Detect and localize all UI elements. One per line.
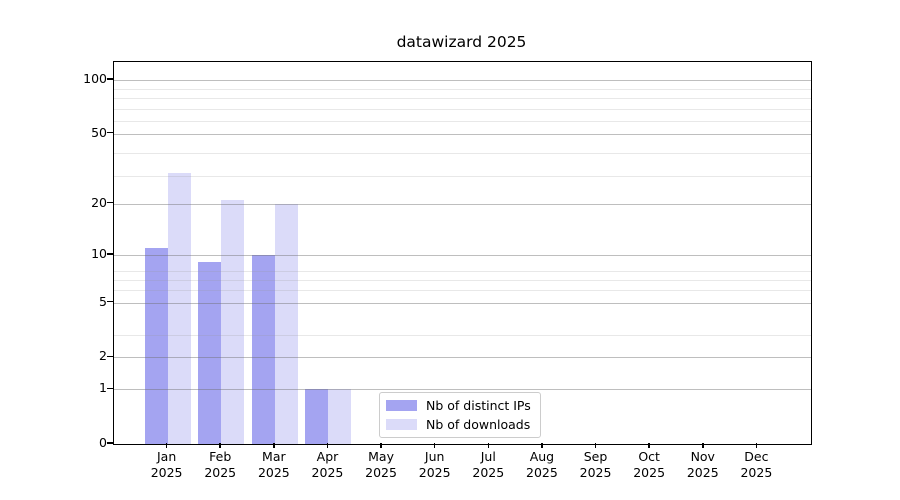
minor-gridline [114, 108, 811, 110]
x-tick-label-jun: Jun 2025 [418, 449, 451, 480]
y-tick-mark [107, 201, 113, 204]
major-gridline [114, 357, 811, 359]
x-tick-mark [165, 443, 168, 448]
bar-distinct-ips-mar [251, 254, 275, 444]
y-tick-mark [107, 253, 113, 255]
minor-gridline [114, 175, 811, 177]
y-tick-label-50: 50 [91, 124, 107, 140]
major-gridline [114, 254, 811, 256]
bar-distinct-ips-feb [198, 262, 222, 444]
y-tick-mark [107, 355, 113, 358]
minor-gridline [114, 290, 811, 292]
x-tick-mark [380, 443, 382, 448]
minor-gridline [114, 270, 811, 272]
x-tick-label-sep: Sep 2025 [579, 449, 612, 480]
minor-gridline [114, 98, 811, 100]
x-tick-mark [433, 443, 436, 448]
x-tick-label-may: May 2025 [365, 449, 397, 480]
major-gridline [114, 79, 811, 81]
minor-gridline [114, 279, 811, 281]
major-gridline [114, 133, 811, 135]
legend: Nb of distinct IPs Nb of downloads [379, 392, 541, 438]
legend-swatch-downloads [386, 419, 417, 430]
y-tick-label-20: 20 [91, 194, 107, 210]
y-tick-label-10: 10 [91, 245, 107, 261]
x-tick-label-jan: Jan 2025 [150, 449, 183, 480]
y-tick-label-100: 100 [83, 70, 107, 86]
x-tick-mark [541, 443, 543, 448]
major-gridline [114, 389, 811, 391]
minor-gridline [114, 152, 811, 154]
x-tick-label-mar: Mar 2025 [257, 449, 290, 480]
major-gridline [114, 203, 811, 205]
chart-title: datawizard 2025 [396, 33, 527, 51]
y-tick-mark [107, 442, 113, 444]
y-tick-label-0: 0 [99, 435, 107, 450]
legend-item-downloads: Nb of downloads [386, 417, 531, 432]
x-tick-mark [755, 443, 758, 448]
x-tick-label-aug: Aug 2025 [526, 449, 558, 480]
major-gridline [114, 302, 811, 304]
legend-label-distinct-ips: Nb of distinct IPs [426, 398, 531, 413]
x-tick-mark [594, 443, 597, 448]
minor-gridline [114, 334, 811, 336]
legend-item-distinct-ips: Nb of distinct IPs [386, 398, 531, 413]
bar-downloads-mar [274, 203, 298, 444]
y-tick-mark [107, 78, 113, 80]
x-tick-mark [648, 443, 650, 448]
minor-gridline [114, 120, 811, 122]
minor-gridline [114, 88, 811, 90]
bar-downloads-jan [167, 172, 191, 444]
y-tick-mark [107, 131, 113, 134]
x-tick-label-dec: Dec 2025 [740, 449, 773, 480]
x-tick-label-apr: Apr 2025 [311, 449, 344, 480]
y-tick-label-5: 5 [99, 293, 107, 309]
bar-distinct-ips-apr [305, 389, 329, 444]
x-tick-label-nov: Nov 2025 [686, 449, 719, 480]
legend-label-downloads: Nb of downloads [426, 417, 531, 432]
x-tick-label-oct: Oct 2025 [633, 449, 666, 480]
plot-area [113, 61, 812, 445]
x-tick-mark [273, 443, 275, 448]
y-tick-mark [107, 387, 113, 390]
bar-downloads-feb [221, 200, 245, 444]
y-tick-label-1: 1 [99, 380, 107, 396]
x-tick-label-jul: Jul 2025 [472, 449, 505, 480]
y-tick-label-2: 2 [99, 348, 107, 364]
bar-distinct-ips-jan [144, 247, 168, 444]
legend-swatch-distinct-ips [386, 400, 417, 411]
x-tick-mark [702, 443, 704, 448]
x-tick-mark [219, 443, 221, 448]
x-tick-mark [487, 443, 490, 448]
y-tick-mark [107, 300, 113, 303]
bar-downloads-apr [328, 389, 352, 444]
x-tick-label-feb: Feb 2025 [204, 449, 237, 480]
x-tick-mark [326, 443, 329, 448]
